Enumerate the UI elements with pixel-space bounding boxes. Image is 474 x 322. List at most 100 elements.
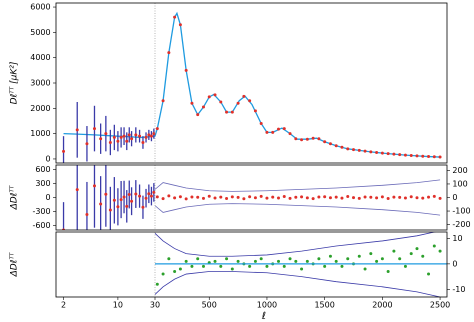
data-point <box>161 197 165 201</box>
y2-tick-label: -10 <box>452 285 465 294</box>
data-point <box>99 202 103 206</box>
data-point <box>415 247 419 251</box>
data-point <box>328 254 332 258</box>
data-point <box>213 259 217 263</box>
data-point <box>317 137 321 141</box>
data-point <box>253 196 257 200</box>
data-point <box>85 142 89 146</box>
data-point <box>144 196 148 200</box>
data-point <box>409 195 413 199</box>
x-axis-label: ℓ <box>262 311 266 322</box>
data-point <box>213 93 217 97</box>
y-tick-label: 5000 <box>30 28 50 37</box>
y-tick-label: 2000 <box>30 104 50 113</box>
data-point <box>340 196 344 200</box>
data-point <box>346 147 350 151</box>
data-point <box>421 254 425 258</box>
data-point <box>190 264 194 268</box>
data-point <box>392 195 396 199</box>
data-point <box>323 195 327 199</box>
data-point <box>300 267 304 271</box>
data-point <box>300 138 304 142</box>
y2-tick-label: -200 <box>452 220 470 229</box>
data-point <box>112 198 116 202</box>
data-point <box>415 154 419 158</box>
data-point <box>340 264 344 268</box>
data-point <box>432 244 436 248</box>
data-point <box>167 51 171 55</box>
x-tick-label: 2500 <box>430 301 450 310</box>
data-point <box>334 195 338 199</box>
model-line <box>63 11 441 158</box>
data-point <box>427 155 431 159</box>
data-point <box>409 252 413 256</box>
data-point <box>415 196 419 200</box>
y-tick-label: 300 <box>35 179 50 188</box>
x-tick-label: 2000 <box>372 301 392 310</box>
data-point <box>147 133 151 137</box>
data-point <box>288 196 292 200</box>
data-point <box>369 252 373 256</box>
data-point <box>363 267 367 271</box>
y-tick-label: 0 <box>46 154 51 163</box>
x-tick-label: 10 <box>113 301 123 310</box>
data-point <box>178 23 182 27</box>
data-point <box>141 205 145 209</box>
data-point <box>438 196 442 200</box>
data-point <box>207 95 211 99</box>
data-point <box>265 196 269 200</box>
data-point <box>173 270 177 274</box>
data-point <box>392 152 396 156</box>
data-point <box>141 140 145 144</box>
data-point <box>144 135 148 139</box>
data-point <box>92 127 96 131</box>
data-point <box>427 195 431 199</box>
data-point <box>259 194 263 198</box>
data-point <box>184 197 188 201</box>
data-point <box>75 188 79 192</box>
data-point <box>421 154 425 158</box>
data-point <box>311 136 315 140</box>
x-tick-label: 1000 <box>257 301 277 310</box>
data-point <box>363 195 367 199</box>
data-point <box>149 134 153 138</box>
data-point <box>300 195 304 199</box>
data-point <box>161 99 165 103</box>
data-point <box>248 264 252 268</box>
data-point <box>323 140 327 144</box>
y-axis-label: Dℓᵀᵀ [μK²] <box>10 61 20 104</box>
data-point <box>305 259 309 263</box>
data-point <box>134 192 138 196</box>
data-point <box>369 150 373 154</box>
data-point <box>294 137 298 141</box>
x-tick-label: 1500 <box>314 301 334 310</box>
data-point <box>427 272 431 276</box>
data-point <box>346 257 350 261</box>
data-point <box>196 195 200 199</box>
data-point <box>230 110 234 114</box>
data-point <box>421 196 425 200</box>
data-point <box>213 196 217 200</box>
data-point <box>288 132 292 136</box>
envelope-line <box>154 179 441 192</box>
data-point <box>409 154 413 158</box>
data-point <box>167 194 171 198</box>
data-point <box>85 212 89 216</box>
panel-frame <box>55 231 448 298</box>
panel <box>62 11 442 163</box>
envelope-line <box>154 271 441 297</box>
data-point <box>305 137 309 141</box>
data-point <box>305 196 309 200</box>
y-tick-label: 0 <box>46 193 51 202</box>
data-point <box>357 254 361 258</box>
data-point <box>386 270 390 274</box>
data-point <box>201 105 205 109</box>
data-point <box>207 194 211 198</box>
data-point <box>357 148 361 152</box>
data-point <box>398 153 402 157</box>
data-point <box>127 133 131 137</box>
data-point <box>438 155 442 159</box>
data-point <box>253 109 257 113</box>
data-point <box>328 196 332 200</box>
